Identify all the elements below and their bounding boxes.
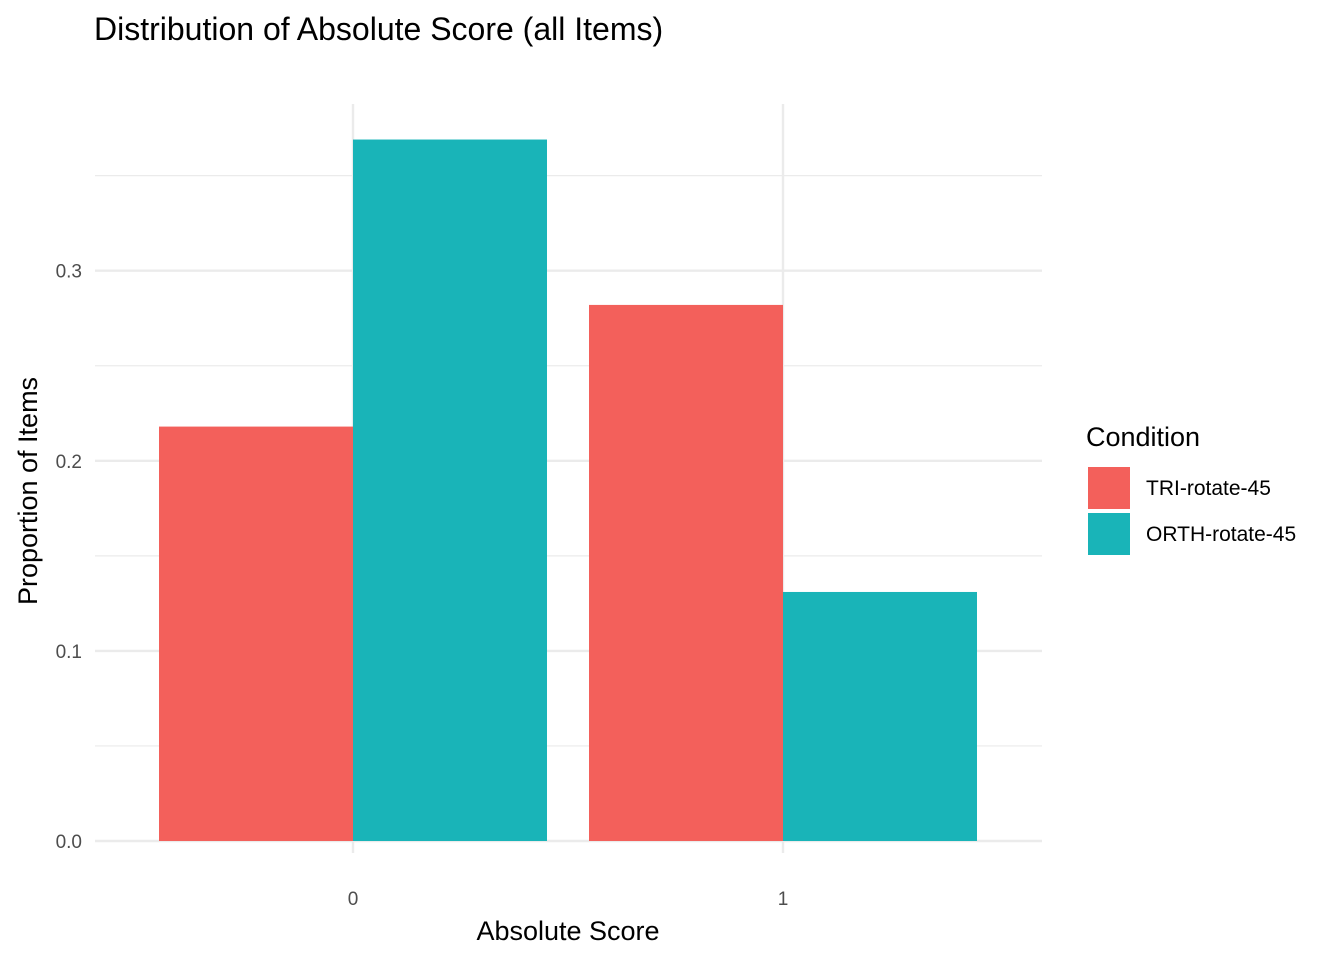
chart-title: Distribution of Absolute Score (all Item… xyxy=(94,11,663,47)
y-tick-label: 0.3 xyxy=(56,262,82,283)
legend-item: TRI-rotate-45 xyxy=(1088,467,1271,509)
y-axis-title: Proportion of Items xyxy=(13,377,43,605)
bar-tri-rotate-45-0 xyxy=(159,426,353,841)
legend-title: Condition xyxy=(1086,422,1200,452)
x-tick-label: 0 xyxy=(348,889,359,910)
legend-item: ORTH-rotate-45 xyxy=(1088,513,1296,555)
bars xyxy=(159,139,977,842)
legend-label: ORTH-rotate-45 xyxy=(1146,523,1296,546)
y-axis-ticks: 0.0 0.1 0.2 0.3 xyxy=(56,262,82,853)
y-tick-label: 0.1 xyxy=(56,642,82,663)
x-axis-title: Absolute Score xyxy=(476,916,659,946)
bar-orth-rotate-45-0 xyxy=(353,139,547,841)
legend-key xyxy=(1088,513,1130,555)
legend-items: TRI-rotate-45 ORTH-rotate-45 xyxy=(1088,467,1296,555)
legend-label: TRI-rotate-45 xyxy=(1146,477,1271,500)
x-tick-label: 1 xyxy=(778,889,789,910)
y-tick-label: 0.0 xyxy=(56,832,82,853)
legend-key xyxy=(1088,467,1130,509)
bar-orth-rotate-45-1 xyxy=(783,591,977,841)
legend: Condition TRI-rotate-45 ORTH-rotate-45 xyxy=(1086,422,1296,555)
y-tick-label: 0.2 xyxy=(56,452,82,473)
bar-tri-rotate-45-1 xyxy=(589,304,783,842)
